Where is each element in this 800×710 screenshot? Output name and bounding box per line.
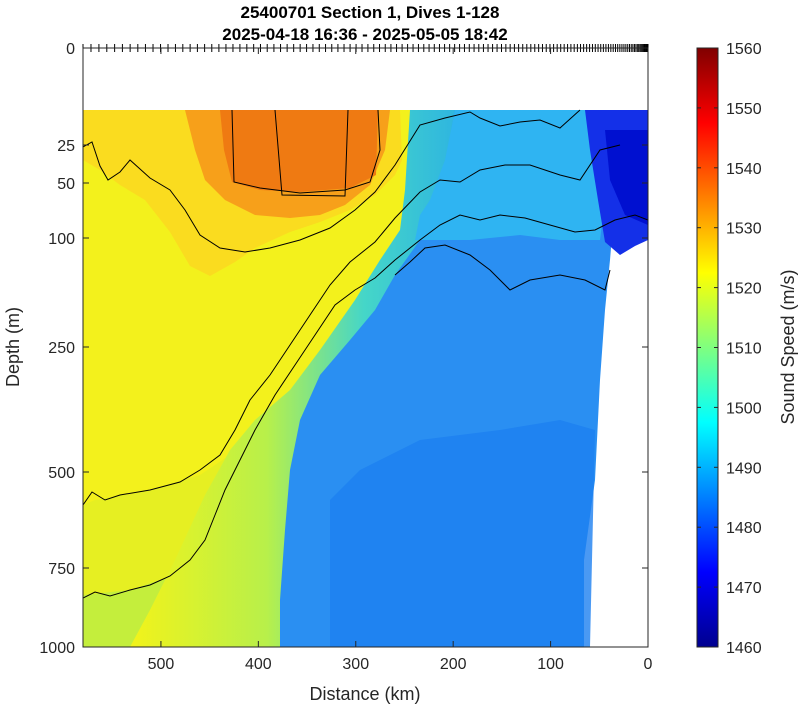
y-tick-label: 100 bbox=[48, 231, 75, 248]
chart-title: 25400701 Section 1, Dives 1-128 bbox=[241, 3, 500, 22]
region-warm-core bbox=[220, 110, 378, 192]
y-tick-label: 50 bbox=[57, 176, 75, 193]
y-axis-label: Depth (m) bbox=[3, 307, 23, 387]
x-axis-label: Distance (km) bbox=[309, 684, 420, 704]
y-tick-label: 750 bbox=[48, 561, 75, 578]
y-tick-label: 250 bbox=[48, 340, 75, 357]
x-tick-label: 200 bbox=[440, 656, 467, 673]
x-tick-label: 0 bbox=[644, 656, 653, 673]
colorbar-tick-label: 1460 bbox=[726, 640, 762, 657]
colorbar bbox=[697, 48, 718, 647]
colorbar-tick-label: 1530 bbox=[726, 221, 762, 238]
y-tick-label: 0 bbox=[66, 41, 75, 58]
colorbar-tick-label: 1500 bbox=[726, 400, 762, 417]
colorbar-tick-label: 1520 bbox=[726, 281, 762, 298]
colorbar-label: Sound Speed (m/s) bbox=[778, 269, 798, 424]
contour-lines bbox=[83, 109, 648, 599]
region-eastern-upper bbox=[415, 110, 605, 240]
x-tick-label: 300 bbox=[342, 656, 369, 673]
colorbar-tick-label: 1510 bbox=[726, 341, 762, 358]
y-tick-label: 500 bbox=[48, 465, 75, 482]
x-axis: 500 400 300 200 100 0 bbox=[148, 48, 653, 673]
chart-subtitle: 2025-04-18 16:36 - 2025-05-05 18:42 bbox=[222, 25, 507, 44]
colorbar-axis: 1460 1470 1480 1490 1500 1510 1520 1530 1540 1550… bbox=[697, 41, 762, 657]
colorbar-tick-label: 1470 bbox=[726, 580, 762, 597]
colorbar-tick-label: 1540 bbox=[726, 161, 762, 178]
y-tick-label: 1000 bbox=[39, 640, 75, 657]
x-tick-label: 500 bbox=[148, 656, 175, 673]
y-axis: 0 25 50 100 250 500 750 1000 bbox=[39, 41, 648, 657]
y-tick-label: 25 bbox=[57, 138, 75, 155]
sound-speed-field bbox=[83, 109, 648, 647]
region-eastern-deep bbox=[330, 420, 595, 647]
colorbar-tick-label: 1550 bbox=[726, 101, 762, 118]
x-tick-label: 400 bbox=[245, 656, 272, 673]
x-tick-label: 100 bbox=[537, 656, 564, 673]
colorbar-tick-label: 1480 bbox=[726, 520, 762, 537]
region-cold-shelf-core bbox=[605, 130, 648, 225]
colorbar-tick-label: 1560 bbox=[726, 41, 762, 58]
colorbar-tick-label: 1490 bbox=[726, 460, 762, 477]
